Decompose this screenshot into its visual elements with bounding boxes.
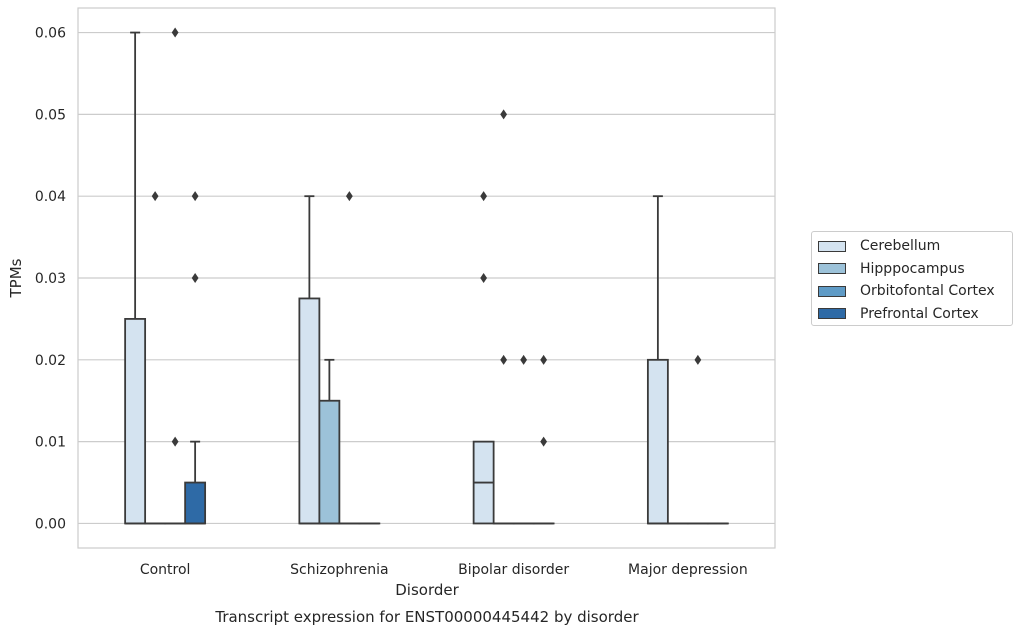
box-orbitofontal-cortex: [339, 191, 359, 523]
box-body: [125, 319, 145, 524]
legend-item: Prefrontal Cortex: [818, 305, 979, 323]
y-tick-label: 0.00: [35, 516, 66, 532]
outlier-point: [480, 273, 487, 283]
box-body: [185, 483, 205, 524]
outlier-point: [540, 355, 547, 365]
box-cerebellum: [299, 196, 319, 523]
box-cerebellum: [474, 191, 494, 523]
box-cerebellum: [648, 196, 668, 523]
legend-label: Orbitofontal Cortex: [860, 283, 995, 299]
y-tick-label: 0.04: [35, 189, 66, 205]
outlier-point: [480, 191, 487, 201]
box-hipppocampus: [319, 360, 339, 524]
y-tick-label: 0.06: [35, 26, 66, 42]
box-prefrontal-cortex: [534, 355, 554, 524]
x-tick-label: Bipolar disorder: [458, 562, 569, 578]
outlier-point: [172, 437, 179, 447]
legend-label: Cerebellum: [860, 238, 940, 254]
chart-title: Transcript expression for ENST0000044544…: [214, 608, 639, 626]
outlier-point: [172, 28, 179, 38]
x-tick-label: Schizophrenia: [290, 562, 388, 578]
outlier-point: [152, 191, 159, 201]
outlier-point: [694, 355, 701, 365]
legend-swatch: [818, 308, 846, 319]
box-hipppocampus: [145, 191, 165, 523]
outlier-point: [346, 191, 353, 201]
outlier-point: [540, 437, 547, 447]
box-body: [648, 360, 668, 524]
box-orbitofontal-cortex: [688, 355, 708, 524]
outlier-point: [192, 191, 199, 201]
legend-swatch: [818, 286, 846, 297]
y-tick-label: 0.05: [35, 107, 66, 123]
y-tick-label: 0.03: [35, 271, 66, 287]
box-orbitofontal-cortex: [514, 355, 534, 524]
y-tick-label: 0.01: [35, 435, 66, 451]
box-body: [299, 298, 319, 523]
box-orbitofontal-cortex: [165, 28, 185, 524]
outlier-point: [500, 355, 507, 365]
y-axis-label: TPMs: [7, 258, 25, 298]
legend-swatch: [818, 263, 846, 274]
chart-legend: Cerebellum Hipppocampus Orbitofontal Corte…: [811, 231, 1013, 326]
legend-label: Hipppocampus: [860, 261, 965, 277]
legend-item: Hipppocampus: [818, 260, 965, 278]
outlier-point: [520, 355, 527, 365]
x-tick-label: Major depression: [628, 562, 748, 578]
legend-item: Cerebellum: [818, 237, 940, 255]
x-tick-label: Control: [140, 562, 191, 578]
box-hipppocampus: [494, 109, 514, 523]
y-tick-label: 0.02: [35, 353, 66, 369]
outlier-point: [500, 109, 507, 119]
outlier-point: [192, 273, 199, 283]
box-prefrontal-cortex: [185, 191, 205, 523]
legend-item: Orbitofontal Cortex: [818, 282, 995, 300]
box-body: [319, 401, 339, 524]
legend-swatch: [818, 241, 846, 252]
x-axis-label: Disorder: [395, 581, 459, 599]
legend-label: Prefrontal Cortex: [860, 306, 979, 322]
